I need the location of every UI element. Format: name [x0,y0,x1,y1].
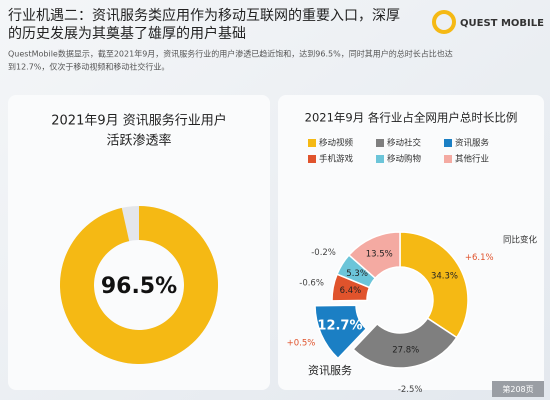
legend-swatch [376,155,384,163]
brand: QUEST MOBILE [460,18,544,29]
highlight-label: 资讯服务 [308,364,352,377]
chart-title: 活跃渗透率 [106,133,171,149]
change-label: -0.6% [299,279,324,289]
legend-label: 移动购物 [387,154,422,165]
legend-swatch [444,139,452,147]
chart-title: 2021年9月 各行业占全网用户总时长比例 [305,111,518,125]
chart-title: 2021年9月 资讯服务行业用户 [51,113,227,129]
change-label: +0.5% [287,339,316,349]
subtitle-line: QuestMobile数据显示，截至2021年9月，资讯服务行业的用户渗透已趋近… [8,49,453,59]
gauge-arc [59,206,218,365]
change-title: 同比变化 [503,235,538,246]
legend-label: 移动视频 [319,138,354,149]
legend-swatch [444,155,452,163]
slice-label: 34.3% [431,272,458,282]
change-label: -2.5% [398,385,423,395]
legend-label: 其他行业 [455,154,489,165]
pie-slice [399,231,469,339]
pie-slice [347,231,401,280]
slice-label: 5.3% [346,269,368,279]
legend-swatch [376,139,384,147]
slice-label: 12.7% [317,319,362,334]
legend-label: 移动社交 [387,138,422,149]
legend-label: 手机游戏 [319,154,354,165]
legend-label: 资讯服务 [455,138,490,149]
logo-icon [432,10,456,34]
pie-slice [314,304,368,360]
slice-label: 6.4% [340,286,362,296]
page-number: 第208页 [502,384,533,394]
title-line: 行业机遇二：资讯服务类应用作为移动互联网的重要入口，深厚 [8,7,400,24]
pie-slice [352,317,458,369]
slice-label: 27.8% [392,346,419,356]
change-label: -0.2% [311,248,336,258]
legend-swatch [308,155,316,163]
legend-swatch [308,139,316,147]
gauge-value: 96.5% [101,274,177,299]
slice-label: 13.5% [366,249,393,259]
page-box [492,381,544,397]
subtitle-line: 到12.7%，仅次于移动视频和移动社交行业。 [8,62,169,72]
title-line: 的历史发展为其奠基了雄厚的用户基础 [8,25,246,42]
change-label: +6.1% [465,253,494,263]
